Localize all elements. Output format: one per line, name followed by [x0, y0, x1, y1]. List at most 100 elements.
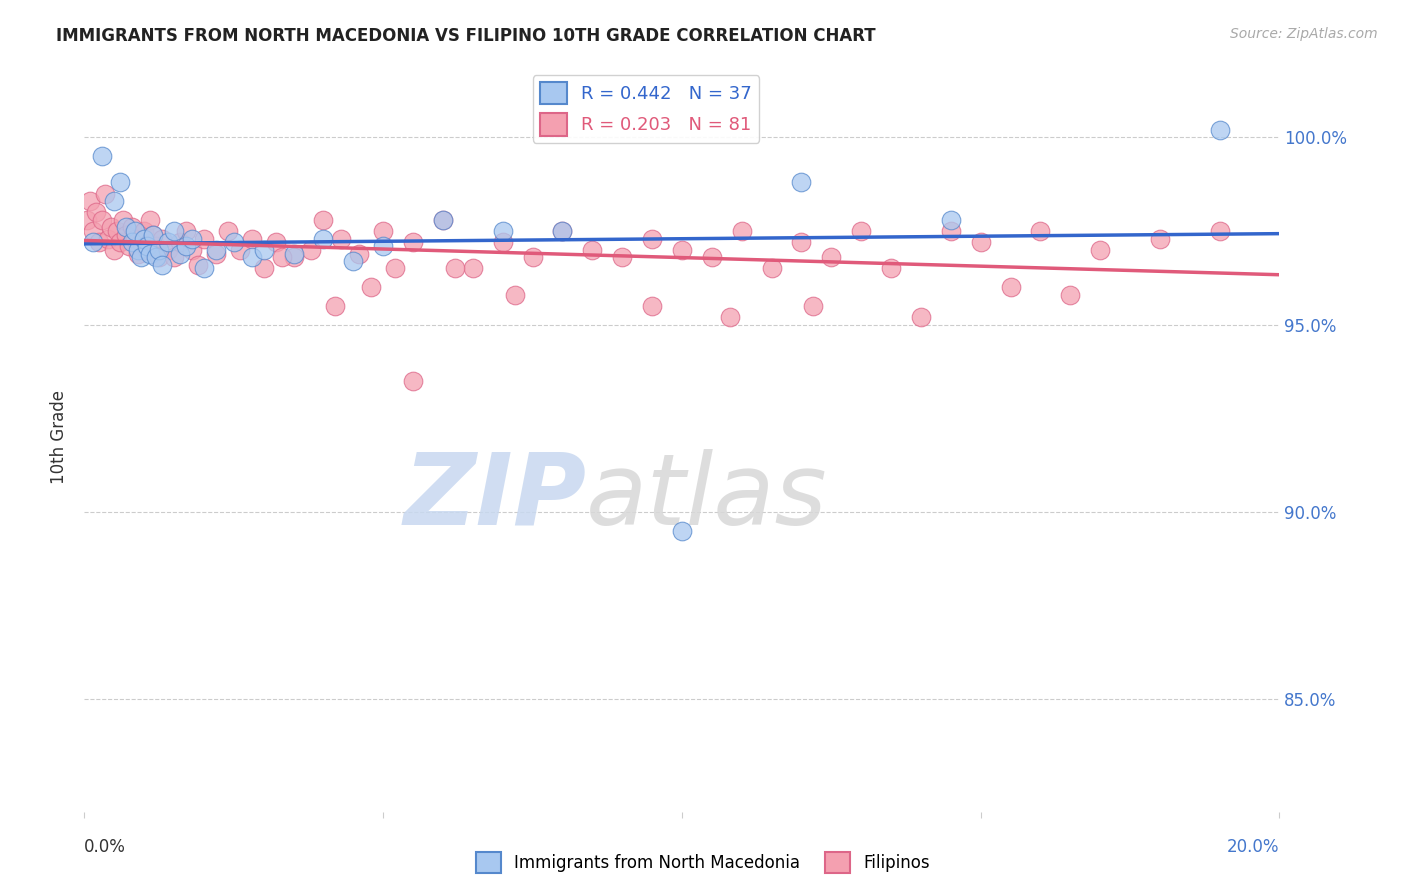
Point [121, 235, 143, 250]
Point [91, 149, 114, 163]
Point [115, 220, 138, 235]
Point [76, 212, 98, 227]
Point [1029, 224, 1052, 238]
Point [79, 194, 101, 208]
Point [187, 258, 209, 272]
Text: IMMIGRANTS FROM NORTH MACEDONIA VS FILIPINO 10TH GRADE CORRELATION CHART: IMMIGRANTS FROM NORTH MACEDONIA VS FILIP… [56, 27, 876, 45]
Point [100, 220, 122, 235]
Point [136, 243, 159, 257]
Point [551, 224, 574, 238]
Point [432, 212, 454, 227]
Point [124, 231, 146, 245]
Point [86, 205, 108, 219]
Point [91, 212, 114, 227]
Point [970, 235, 993, 250]
Point [157, 235, 180, 250]
Point [150, 231, 173, 245]
Point [132, 231, 156, 245]
Point [139, 212, 162, 227]
Point [270, 250, 292, 264]
Point [283, 246, 305, 260]
Point [641, 299, 664, 313]
Point [1209, 123, 1232, 137]
Point [910, 310, 932, 325]
Point [939, 212, 962, 227]
Legend: Immigrants from North Macedonia, Filipinos: Immigrants from North Macedonia, Filipin… [470, 846, 936, 880]
Point [402, 235, 425, 250]
Point [1209, 224, 1232, 238]
Point [492, 224, 515, 238]
Point [1059, 287, 1081, 301]
Point [222, 235, 245, 250]
Point [142, 227, 165, 242]
Point [503, 287, 526, 301]
Point [94, 186, 117, 201]
Text: 20.0%: 20.0% [1227, 838, 1279, 856]
Point [312, 231, 335, 245]
Point [803, 299, 825, 313]
Point [820, 250, 842, 264]
Point [82, 224, 104, 238]
Point [851, 224, 873, 238]
Point [581, 243, 603, 257]
Point [522, 250, 544, 264]
Point [174, 239, 197, 253]
Point [1149, 231, 1171, 245]
Point [103, 194, 125, 208]
Point [671, 243, 693, 257]
Point [205, 243, 228, 257]
Point [181, 243, 204, 257]
Point [110, 235, 132, 250]
Point [163, 224, 186, 238]
Point [145, 250, 167, 264]
Point [671, 524, 693, 538]
Point [384, 261, 406, 276]
Point [312, 212, 335, 227]
Point [612, 250, 634, 264]
Point [129, 250, 152, 264]
Point [492, 235, 515, 250]
Point [790, 235, 813, 250]
Point [325, 299, 347, 313]
Point [121, 220, 143, 235]
Point [253, 243, 276, 257]
Point [105, 224, 128, 238]
Point [136, 239, 159, 253]
Point [444, 261, 467, 276]
Point [264, 235, 287, 250]
Point [373, 239, 395, 253]
Point [461, 261, 484, 276]
Point [127, 246, 149, 260]
Point [157, 243, 180, 257]
Point [115, 227, 138, 242]
Point [82, 235, 104, 250]
Point [124, 224, 146, 238]
Point [360, 280, 382, 294]
Point [240, 250, 263, 264]
Point [283, 250, 305, 264]
Point [349, 246, 371, 260]
Point [432, 212, 454, 227]
Point [163, 250, 186, 264]
Y-axis label: 10th Grade: 10th Grade [51, 390, 69, 484]
Point [790, 175, 813, 189]
Point [148, 243, 170, 257]
Text: ZIP: ZIP [404, 449, 586, 546]
Point [939, 224, 962, 238]
Point [169, 246, 191, 260]
Point [145, 239, 167, 253]
Point [205, 246, 228, 260]
Point [110, 175, 132, 189]
Point [229, 243, 252, 257]
Point [217, 224, 239, 238]
Point [89, 235, 111, 250]
Point [718, 310, 741, 325]
Point [731, 224, 754, 238]
Point [112, 212, 135, 227]
Point [174, 224, 197, 238]
Point [342, 254, 364, 268]
Point [142, 227, 165, 242]
Point [103, 243, 125, 257]
Point [330, 231, 353, 245]
Point [97, 231, 120, 245]
